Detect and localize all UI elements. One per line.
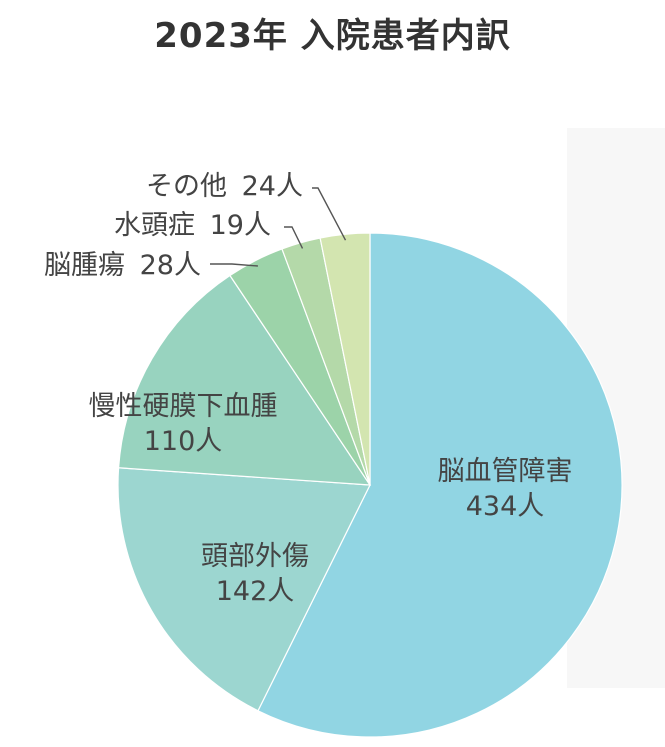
slice-other: [319, 232, 371, 486]
label-head-trauma: 頭部外傷 142人: [155, 543, 355, 605]
label-other-value: 24人: [241, 171, 303, 202]
label-brain-tumor-value: 28人: [139, 250, 201, 281]
label-cerebrovascular-name: 脳血管障害: [437, 456, 573, 487]
label-other-name: その他: [146, 171, 227, 202]
leader-hydrocephalus: [284, 226, 304, 249]
slice-cerebrovascular: [257, 232, 623, 738]
label-brain-tumor-name: 脳腫瘍: [44, 250, 125, 281]
chart-title: 2023年 入院患者内訳: [154, 16, 511, 56]
leader-brain-tumor: [210, 263, 258, 267]
label-subdural-hematoma-value: 110人: [143, 426, 223, 457]
label-cerebrovascular-value: 434人: [465, 491, 545, 522]
label-subdural-hematoma-name: 慢性硬膜下血腫: [88, 391, 278, 422]
label-head-trauma-name: 頭部外傷: [201, 541, 309, 572]
label-subdural-hematoma: 慢性硬膜下血腫 110人: [78, 393, 288, 455]
label-other: その他 24人: [146, 173, 303, 200]
label-hydrocephalus-value: 19人: [209, 210, 271, 241]
label-cerebrovascular: 脳血管障害 434人: [405, 458, 605, 520]
slice-subdural-hematoma: [117, 274, 372, 486]
leader-other: [312, 187, 347, 241]
label-hydrocephalus: 水頭症 19人: [114, 212, 271, 239]
label-head-trauma-value: 142人: [215, 576, 295, 607]
label-brain-tumor: 脳腫瘍 28人: [44, 252, 201, 279]
label-hydrocephalus-name: 水頭症: [114, 210, 195, 241]
slice-head-trauma: [117, 467, 371, 712]
